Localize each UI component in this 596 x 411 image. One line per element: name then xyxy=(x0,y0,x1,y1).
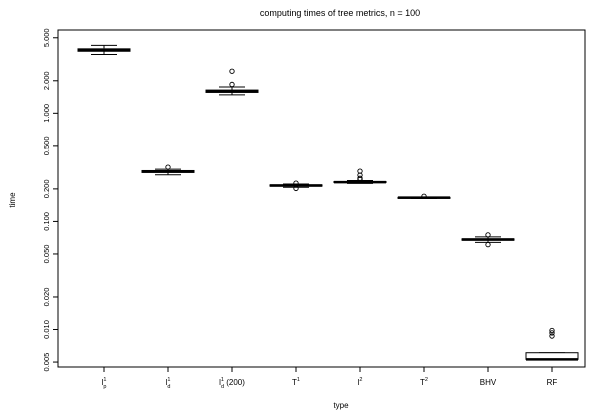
box-group xyxy=(525,327,579,361)
outlier-point xyxy=(357,168,363,174)
y-axis-label: time xyxy=(8,192,17,208)
outlier-point xyxy=(421,193,427,199)
outlier-point xyxy=(293,185,299,192)
y-tick-label: 0.200 xyxy=(42,179,51,198)
y-tick-label: 0.100 xyxy=(42,212,51,231)
outlier-point xyxy=(293,180,299,186)
x-tick-label: l2 xyxy=(358,377,363,387)
box-group xyxy=(141,164,195,176)
box-group xyxy=(77,44,131,56)
y-tick-label: 2.000 xyxy=(42,71,51,90)
x-tick-label: BHV xyxy=(480,378,497,387)
outlier-point xyxy=(165,164,171,170)
outlier-point xyxy=(229,81,235,88)
outlier-point xyxy=(549,327,555,334)
box-group xyxy=(205,68,259,96)
box-group xyxy=(333,168,387,184)
y-tick-label: 0.005 xyxy=(42,353,51,372)
x-tick-label: l1 d (200) xyxy=(219,377,245,390)
outlier-point xyxy=(485,241,491,248)
outlier-point xyxy=(485,232,491,238)
x-axis: l1 p l1 d l1 d (200) T1 l2 T2 BHV RF xyxy=(102,367,558,390)
y-tick-label: 0.020 xyxy=(42,288,51,307)
y-tick-label: 0.010 xyxy=(42,320,51,339)
outlier-point xyxy=(229,68,235,74)
box-group xyxy=(397,193,451,199)
box-group xyxy=(461,232,515,248)
y-tick-label: 5.000 xyxy=(42,28,51,47)
y-axis: 5.000 2.000 1.000 0.500 0.200 0.100 0.050 0.020… xyxy=(42,28,58,371)
y-tick-label: 0.050 xyxy=(42,245,51,264)
x-tick-label: T2 xyxy=(420,377,428,387)
x-tick-label: l1 p xyxy=(102,377,107,390)
y-tick-label: 1.000 xyxy=(42,104,51,123)
outlier-point xyxy=(549,330,555,336)
x-axis-label: type xyxy=(333,401,349,410)
box-group xyxy=(269,180,323,192)
outlier-point xyxy=(549,333,555,339)
chart-title: computing times of tree metrics, n = 100 xyxy=(260,8,420,18)
outlier-point xyxy=(357,175,363,181)
x-tick-label: l1 d xyxy=(166,377,171,390)
x-tick-label: T1 xyxy=(292,377,300,387)
y-tick-label: 0.500 xyxy=(42,136,51,155)
plot-frame xyxy=(57,29,586,368)
box-series xyxy=(77,44,579,361)
x-tick-label: RF xyxy=(547,378,558,387)
